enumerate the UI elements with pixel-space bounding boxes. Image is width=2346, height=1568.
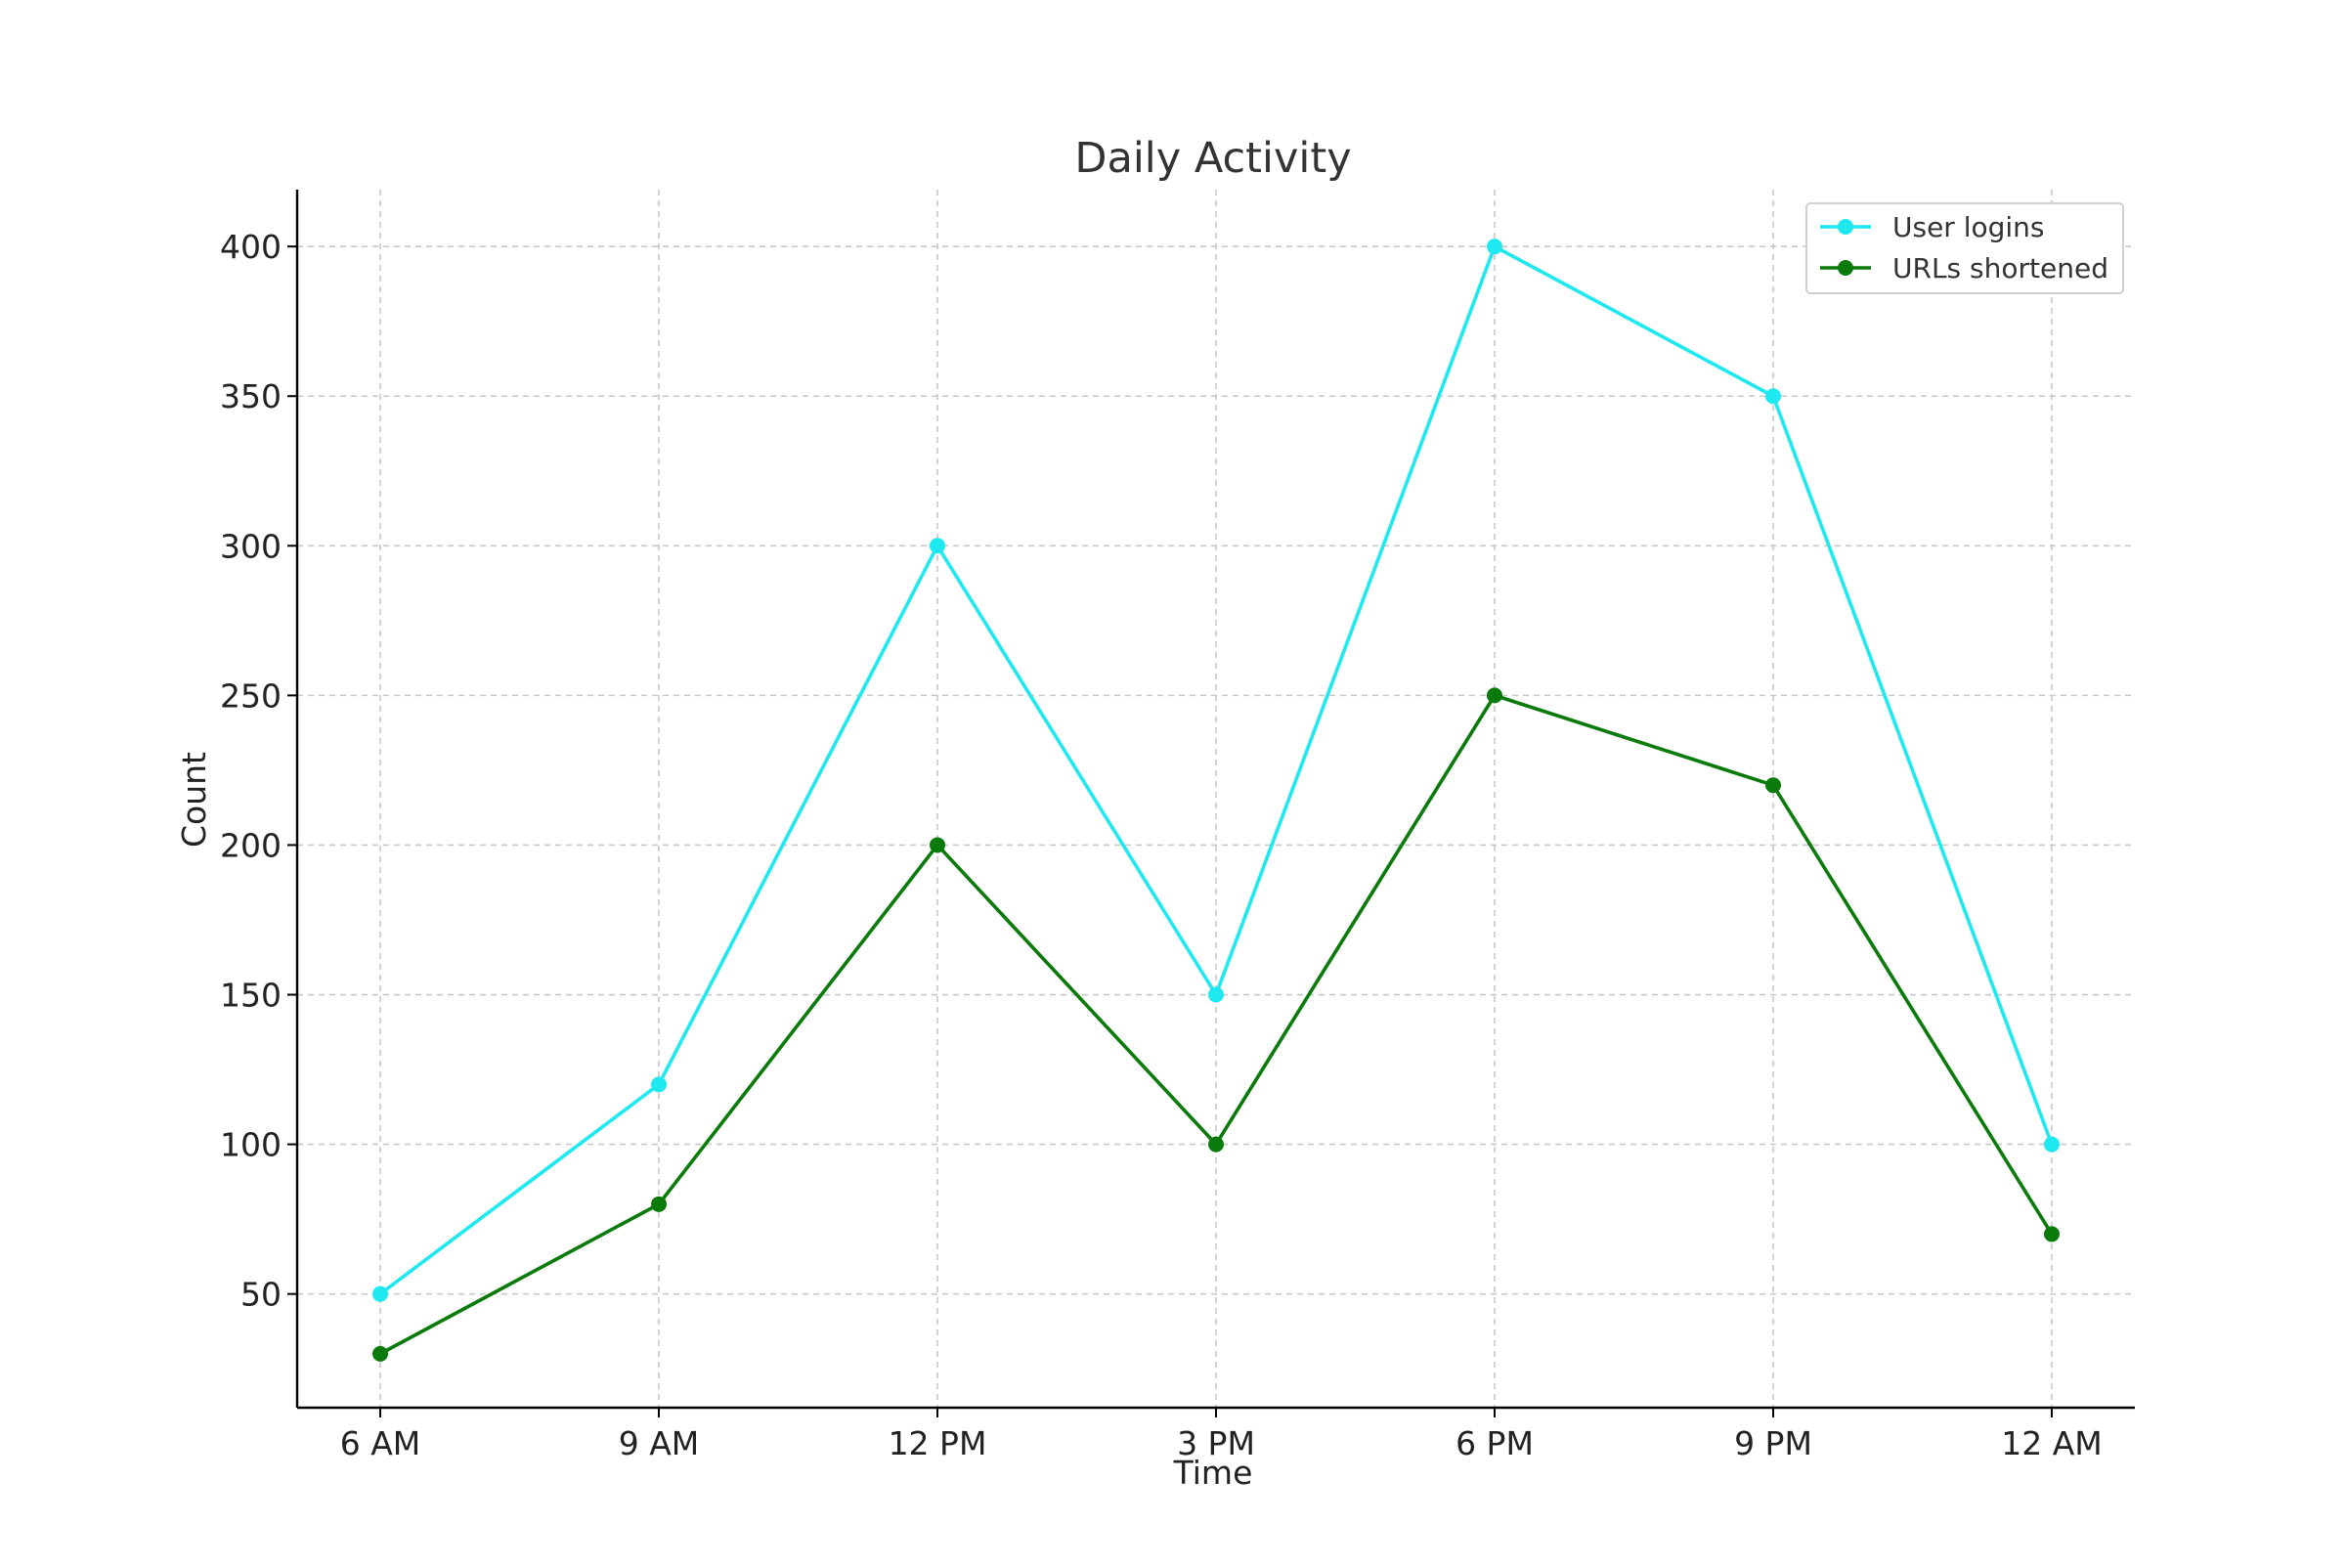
data-point — [930, 538, 945, 554]
x-tick-label: 9 PM — [1734, 1424, 1812, 1462]
data-point — [1208, 1136, 1224, 1153]
data-point — [1765, 388, 1781, 405]
axes-layer: 6 AM 9 AM 12 PM 3 PM 6 PM 9 PM 12 AM 50 100 150 20… — [220, 190, 2135, 1462]
y-tick-label: 150 — [220, 977, 282, 1015]
y-tick-label: 350 — [220, 377, 282, 415]
x-tick-label: 12 PM — [889, 1424, 987, 1462]
x-tick-label: 6 AM — [340, 1424, 421, 1462]
chart-title: Daily Activity — [1074, 134, 1351, 183]
y-tick-label: 50 — [240, 1276, 282, 1314]
data-point — [2044, 1226, 2060, 1242]
data-point — [372, 1345, 388, 1362]
y-tick-label: 300 — [220, 527, 282, 565]
data-point — [651, 1076, 667, 1093]
data-point — [2044, 1136, 2060, 1153]
labels-layer: Daily Activity Time Count — [175, 134, 1352, 1492]
data-point — [1487, 239, 1502, 255]
x-axis-label: Time — [1173, 1454, 1253, 1492]
data-point — [1208, 986, 1224, 1003]
legend-label: URLs shortened — [1892, 252, 2108, 284]
legend: User logins URLs shortened — [1805, 202, 2124, 294]
legend-box — [1805, 202, 2124, 294]
y-axis-label: Count — [175, 752, 213, 848]
grid-layer — [297, 190, 2135, 1408]
data-point — [1487, 687, 1502, 704]
y-tick-label: 400 — [220, 228, 282, 266]
data-point — [930, 837, 945, 853]
series-0 — [372, 239, 2060, 1302]
x-tick-label: 3 PM — [1177, 1424, 1255, 1462]
data-point — [651, 1196, 667, 1212]
legend-marker — [1838, 219, 1853, 235]
y-tick-label: 100 — [220, 1126, 282, 1164]
data-point — [372, 1285, 388, 1302]
x-tick-label: 12 AM — [2001, 1424, 2103, 1462]
data-point — [1765, 777, 1781, 794]
x-tick-label: 9 AM — [619, 1424, 700, 1462]
legend-label: User logins — [1892, 211, 2045, 243]
y-tick-label: 200 — [220, 826, 282, 864]
series-layer — [372, 239, 2060, 1362]
legend-marker — [1838, 260, 1853, 276]
y-tick-label: 250 — [220, 676, 282, 715]
x-tick-label: 6 PM — [1455, 1424, 1534, 1462]
series-1 — [372, 687, 2060, 1362]
